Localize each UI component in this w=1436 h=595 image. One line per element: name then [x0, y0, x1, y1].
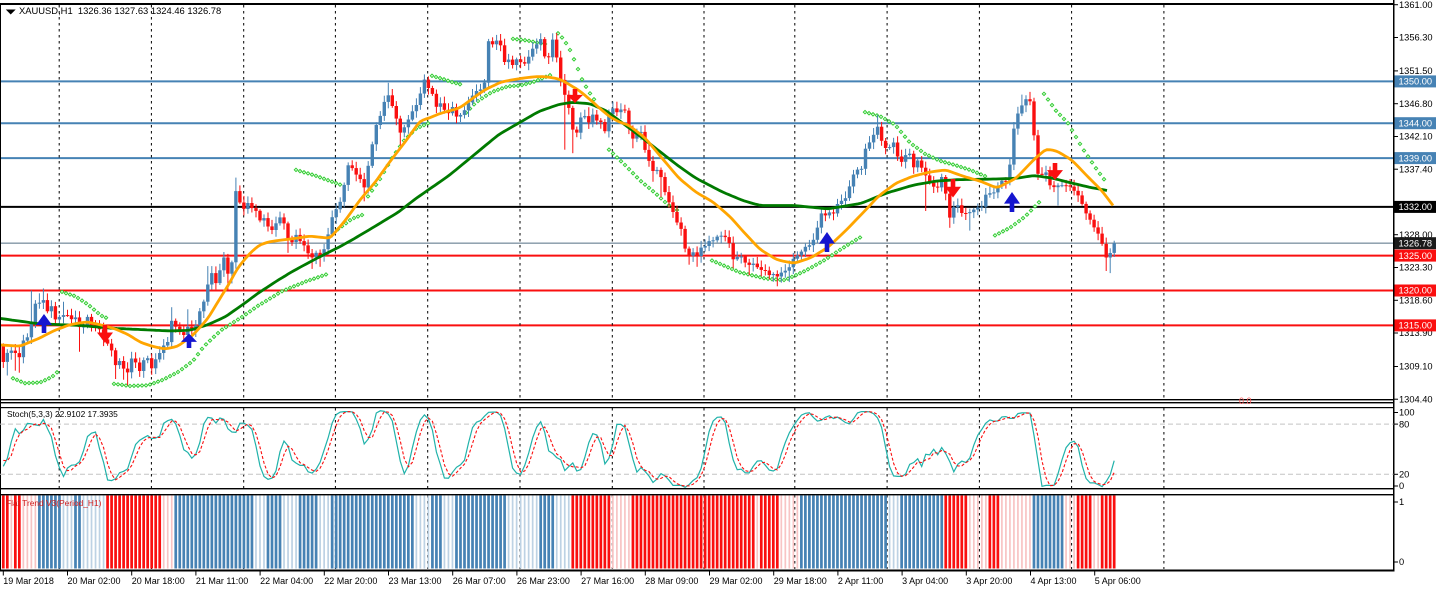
svg-text:20 Mar 02:00: 20 Mar 02:00 — [68, 576, 121, 586]
svg-text:Flat Trend V3(Period_H1): Flat Trend V3(Period_H1) — [6, 498, 102, 508]
svg-text:27 Mar 16:00: 27 Mar 16:00 — [581, 576, 634, 586]
svg-text:26 Mar 07:00: 26 Mar 07:00 — [453, 576, 506, 586]
svg-text:1342.10: 1342.10 — [1399, 132, 1433, 142]
svg-text:1356.30: 1356.30 — [1399, 33, 1433, 43]
svg-text:4 Apr 13:00: 4 Apr 13:00 — [1031, 576, 1077, 586]
svg-text:1304.40: 1304.40 — [1399, 394, 1433, 404]
svg-text:1344.00: 1344.00 — [1399, 118, 1433, 128]
svg-text:3 Apr 04:00: 3 Apr 04:00 — [902, 576, 948, 586]
svg-text:29 Mar 18:00: 29 Mar 18:00 — [774, 576, 827, 586]
svg-text:1332.00: 1332.00 — [1399, 202, 1433, 212]
svg-text:1325.00: 1325.00 — [1399, 251, 1433, 261]
svg-text:20 Mar 18:00: 20 Mar 18:00 — [132, 576, 185, 586]
svg-text:Stoch(5,3,3) 22.9102 17.3935: Stoch(5,3,3) 22.9102 17.3935 — [7, 409, 118, 419]
svg-text:1: 1 — [1399, 497, 1404, 507]
svg-text:29 Mar 02:00: 29 Mar 02:00 — [710, 576, 763, 586]
svg-text:28 Mar 09:00: 28 Mar 09:00 — [645, 576, 698, 586]
svg-text:1337.40: 1337.40 — [1399, 164, 1433, 174]
svg-text:23 Mar 13:00: 23 Mar 13:00 — [389, 576, 442, 586]
svg-text:19 Mar 2018: 19 Mar 2018 — [3, 576, 54, 586]
svg-text:0: 0 — [1399, 557, 1404, 567]
svg-text:1320.00: 1320.00 — [1399, 286, 1433, 296]
svg-text:1339.00: 1339.00 — [1399, 153, 1433, 163]
svg-text:21 Mar 11:00: 21 Mar 11:00 — [196, 576, 248, 586]
svg-text:80: 80 — [1399, 419, 1409, 429]
svg-text:5 Apr 06:00: 5 Apr 06:00 — [1095, 576, 1141, 586]
svg-text:1309.10: 1309.10 — [1399, 362, 1433, 372]
svg-text:20: 20 — [1399, 470, 1409, 480]
svg-text:XAUUSD,H1 1326.36 1327.63 132: XAUUSD,H1 1326.36 1327.63 1324.46 1326.7… — [19, 5, 221, 16]
svg-text:0: 0 — [1399, 481, 1404, 491]
svg-text:22 Mar 20:00: 22 Mar 20:00 — [324, 576, 377, 586]
svg-text:1350.00: 1350.00 — [1399, 77, 1433, 87]
svg-text:1346.80: 1346.80 — [1399, 99, 1433, 109]
svg-text:1323.30: 1323.30 — [1399, 263, 1433, 273]
svg-text:2 Apr 11:00: 2 Apr 11:00 — [838, 576, 883, 586]
svg-text:1315.00: 1315.00 — [1399, 321, 1433, 331]
svg-text:1326.78: 1326.78 — [1399, 238, 1433, 248]
svg-text:22 Mar 04:00: 22 Mar 04:00 — [260, 576, 313, 586]
svg-text:3 Apr 20:00: 3 Apr 20:00 — [966, 576, 1012, 586]
svg-text:0.0: 0.0 — [1239, 396, 1252, 406]
svg-text:26 Mar 23:00: 26 Mar 23:00 — [517, 576, 570, 586]
svg-text:1351.50: 1351.50 — [1399, 66, 1433, 76]
svg-text:1318.60: 1318.60 — [1399, 295, 1433, 305]
svg-text:1361.00: 1361.00 — [1399, 0, 1433, 10]
svg-text:100: 100 — [1399, 408, 1415, 418]
